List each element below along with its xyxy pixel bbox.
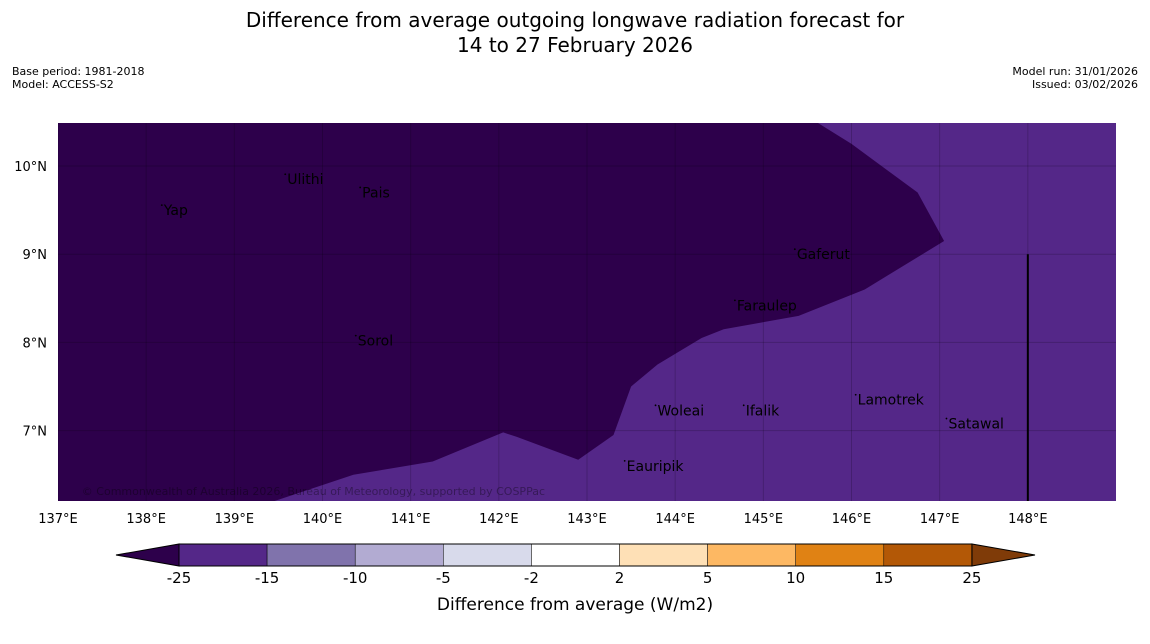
colorbar-bin (795, 543, 885, 567)
lat-tick-label: 8°N (23, 336, 48, 351)
lon-tick-label: 147°E (920, 512, 960, 527)
island-dot (354, 334, 357, 337)
colorbar-legend: -25 -15 -10 -5 -2 2 5 10 15 25 (115, 543, 1036, 587)
island-dot (733, 299, 736, 302)
chart-title-line-1: Difference from average outgoing longwav… (245, 8, 905, 32)
colorbar-bin (707, 543, 796, 567)
colorbar-tick-label: -2 (524, 569, 539, 587)
island-dot (623, 459, 626, 462)
colorbar-tick-label: -10 (343, 569, 368, 587)
colorbar-bin (443, 543, 532, 567)
location-label: Sorol (358, 334, 393, 350)
island-dot (742, 404, 745, 407)
island-dot (945, 417, 948, 420)
colorbar-tick-label: -15 (255, 569, 280, 587)
colorbar-tick-label: -5 (436, 569, 451, 587)
colorbar-bin (883, 543, 973, 567)
location-label: Faraulep (737, 298, 797, 314)
anomaly-region-below-minus25 (58, 123, 945, 501)
colorbar-bin (178, 543, 268, 567)
lat-tick-label: 9°N (23, 248, 48, 263)
model-run-label: Model run: 31/01/2026 (1012, 65, 1138, 78)
model-label: Model: ACCESS-S2 (12, 78, 114, 91)
colorbar-label: Difference from average (W/m2) (437, 595, 713, 615)
location-label: Yap (163, 203, 188, 219)
lat-tick-label: 7°N (23, 425, 48, 440)
colorbar-bin (266, 543, 356, 567)
colorbar-high-extend (971, 543, 1036, 567)
location-labels: Ulithi Pais Yap Gaferut Faraulep Sorol Lamotre… (160, 172, 1004, 475)
location-label: Eauripik (627, 459, 685, 475)
colorbar-tick-label: -25 (167, 569, 192, 587)
issued-label: Issued: 03/02/2026 (1031, 78, 1138, 91)
lon-tick-label: 142°E (479, 512, 519, 527)
colorbar-tick-label: 25 (962, 569, 981, 587)
colorbar-tick-label: 5 (703, 569, 713, 587)
copyright-notice: © Commonwealth of Australia 2026, Bureau… (82, 485, 545, 498)
colorbar-bin (619, 543, 708, 567)
lon-tick-label: 146°E (832, 512, 872, 527)
colorbar-tick-label: 10 (786, 569, 805, 587)
island-dot (854, 393, 857, 396)
colorbar-bin (531, 543, 620, 567)
colorbar-low-extend (115, 543, 180, 567)
lon-tick-label: 143°E (567, 512, 607, 527)
chart-title-line-2: 14 to 27 February 2026 (457, 33, 693, 57)
latitude-tick-labels: 10°N 9°N 8°N 7°N (14, 160, 47, 440)
longitude-tick-labels: 137°E 138°E 139°E 140°E 141°E 142°E 143°E 144°E… (38, 512, 1047, 527)
island-dot (793, 248, 796, 251)
location-label: Ulithi (287, 172, 323, 188)
location-label: Woleai (658, 403, 705, 419)
island-dot (359, 186, 362, 189)
island-dot (160, 204, 163, 207)
location-label: Pais (362, 185, 390, 201)
lon-tick-label: 137°E (38, 512, 78, 527)
location-label: Gaferut (797, 247, 851, 263)
location-label: Satawal (948, 417, 1003, 433)
graticule (58, 123, 1116, 501)
lon-tick-label: 140°E (303, 512, 343, 527)
island-dot (654, 404, 657, 407)
colorbar-tick-label: 2 (615, 569, 625, 587)
lat-tick-label: 10°N (14, 160, 47, 175)
base-period-label: Base period: 1981-2018 (12, 65, 145, 78)
lon-tick-label: 148°E (1008, 512, 1048, 527)
colorbar-tick-label: 15 (874, 569, 893, 587)
location-label: Ifalik (746, 403, 780, 419)
location-label: Lamotrek (858, 393, 925, 409)
colorbar-bin (354, 543, 444, 567)
lon-tick-label: 138°E (126, 512, 166, 527)
lon-tick-label: 141°E (391, 512, 431, 527)
lon-tick-label: 144°E (655, 512, 695, 527)
lon-tick-label: 145°E (744, 512, 784, 527)
island-dot (284, 173, 287, 176)
lon-tick-label: 139°E (215, 512, 255, 527)
